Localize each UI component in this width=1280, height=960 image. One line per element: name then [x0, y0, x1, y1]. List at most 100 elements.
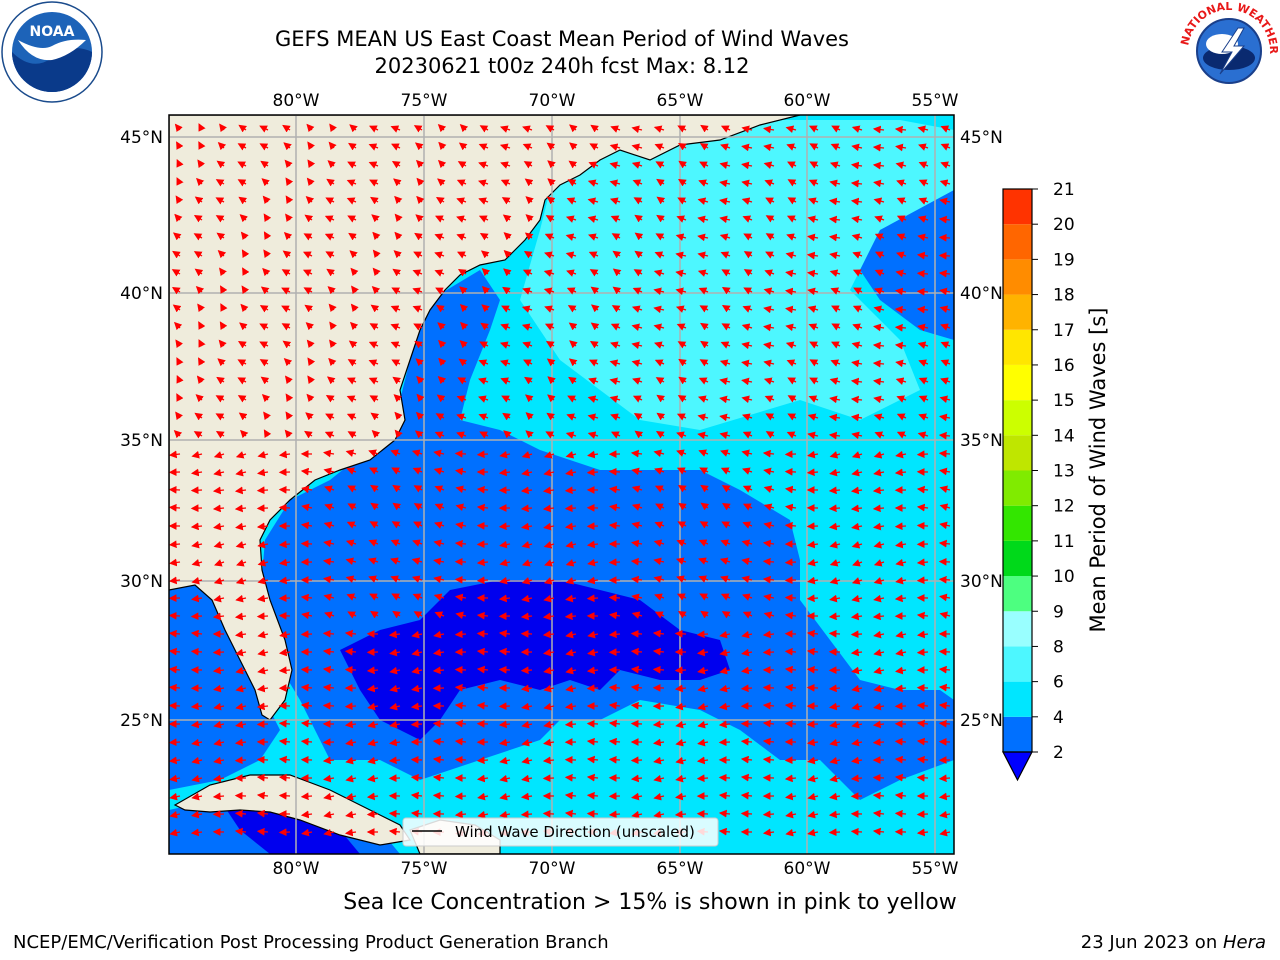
- wind-arrow: [215, 215, 225, 223]
- wind-arrow: [278, 576, 291, 585]
- wind-arrow: [568, 160, 578, 169]
- wind-arrow: [301, 485, 313, 494]
- wind-arrow: [828, 684, 841, 693]
- wind-arrow: [259, 359, 269, 367]
- wind-arrow: [198, 339, 206, 348]
- wind-arrow: [412, 593, 423, 601]
- wind-arrow: [524, 178, 534, 187]
- wind-arrow: [764, 269, 775, 277]
- wind-arrow: [586, 737, 599, 746]
- wind-arrow: [476, 576, 489, 585]
- wind-arrow: [588, 359, 599, 367]
- wind-arrow: [394, 411, 403, 421]
- wind-arrow: [283, 231, 293, 241]
- wind-arrow: [676, 575, 687, 583]
- wind-arrow: [237, 161, 247, 169]
- wind-arrow: [852, 559, 863, 567]
- wind-arrow: [435, 413, 445, 421]
- wind-arrow: [213, 577, 225, 585]
- wind-arrow: [674, 666, 687, 675]
- wind-arrow: [194, 268, 204, 277]
- wind-arrow: [940, 359, 951, 367]
- wind-arrow: [456, 179, 467, 187]
- colorbar-label: Mean Period of Wind Waves [s]: [1086, 308, 1110, 633]
- wind-arrow: [521, 451, 533, 459]
- wind-arrow: [521, 305, 533, 313]
- wind-arrow: [415, 159, 425, 169]
- wind-arrow: [894, 341, 907, 350]
- wind-arrow: [938, 774, 951, 783]
- lat-label-left: 45°N: [120, 128, 163, 148]
- wind-arrow: [697, 395, 709, 403]
- wind-arrow: [348, 232, 357, 241]
- wind-arrow: [741, 143, 753, 152]
- wind-arrow: [479, 125, 489, 133]
- wind-arrow: [916, 755, 929, 764]
- wind-arrow: [916, 305, 929, 314]
- wind-arrow: [851, 594, 863, 603]
- wind-arrow: [654, 341, 665, 349]
- wind-arrow: [787, 395, 797, 403]
- wind-arrow: [741, 575, 753, 584]
- wind-arrow: [547, 394, 556, 403]
- wind-arrow: [215, 179, 225, 187]
- wind-arrow: [809, 377, 819, 385]
- wind-arrow: [763, 377, 775, 385]
- wind-arrow: [300, 665, 313, 674]
- wind-arrow: [634, 250, 644, 259]
- wind-arrow: [589, 269, 599, 277]
- wind-arrow: [587, 413, 599, 422]
- wind-arrow: [546, 196, 556, 205]
- wind-arrow: [872, 143, 885, 152]
- wind-arrow: [371, 286, 381, 295]
- wind-arrow: [213, 522, 225, 531]
- wind-arrow: [765, 233, 775, 241]
- wind-arrow: [523, 161, 533, 169]
- wind-arrow: [873, 594, 885, 603]
- wind-arrow: [391, 593, 401, 601]
- wind-arrow: [785, 341, 797, 349]
- wind-arrow: [741, 161, 753, 170]
- wind-arrow: [544, 559, 555, 567]
- wind-arrow: [256, 468, 269, 477]
- wind-arrow: [630, 557, 643, 566]
- wind-arrow: [262, 195, 271, 205]
- wind-arrow: [369, 125, 379, 133]
- wind-arrow: [894, 737, 907, 746]
- wind-arrow: [699, 143, 709, 151]
- wind-arrow: [743, 269, 753, 277]
- wind-arrow: [256, 612, 269, 621]
- wind-arrow: [394, 231, 403, 241]
- wind-arrow: [565, 431, 577, 439]
- wind-arrow: [828, 828, 841, 837]
- wind-arrow: [391, 161, 401, 169]
- wind-arrow: [608, 755, 621, 764]
- wind-arrow: [213, 540, 225, 549]
- wind-arrow: [896, 179, 907, 187]
- wind-arrow: [851, 541, 863, 549]
- wind-arrow: [654, 593, 665, 601]
- wind-arrow: [938, 539, 951, 548]
- wind-arrow: [785, 251, 797, 260]
- wind-arrow: [284, 375, 293, 385]
- wind-arrow: [392, 610, 401, 619]
- wind-arrow: [193, 431, 203, 439]
- colorbar-tick-label: 11: [1053, 532, 1075, 552]
- wind-arrow: [719, 413, 731, 422]
- wind-arrow: [894, 594, 907, 603]
- wind-arrow: [566, 413, 577, 421]
- wind-arrow: [609, 161, 621, 170]
- wind-arrow: [721, 305, 731, 313]
- wind-arrow: [193, 251, 203, 259]
- wind-arrow: [632, 377, 643, 385]
- wind-arrow: [938, 719, 951, 728]
- wind-arrow: [784, 611, 797, 620]
- wind-arrow: [372, 231, 381, 241]
- wind-arrow: [323, 449, 335, 458]
- colorbar-extend-arrow: [1002, 751, 1033, 782]
- wind-arrow: [631, 359, 643, 368]
- wind-arrow: [676, 467, 687, 475]
- wind-arrow: [344, 647, 357, 656]
- wind-arrow: [873, 179, 885, 188]
- wind-arrow: [830, 359, 841, 367]
